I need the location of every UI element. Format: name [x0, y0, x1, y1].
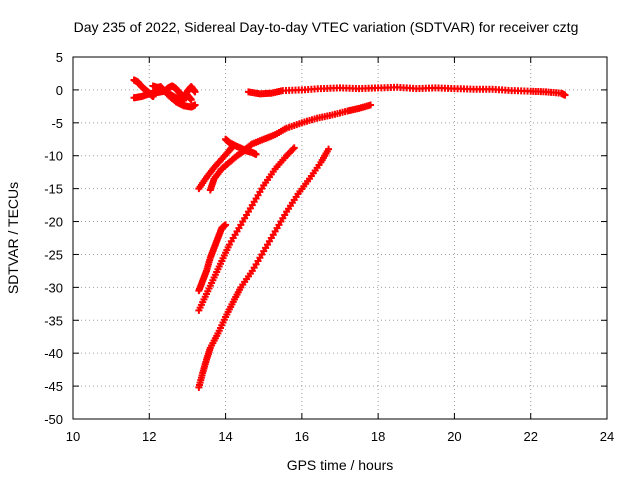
x-axis-title: GPS time / hours [287, 457, 394, 473]
data-point [289, 145, 297, 153]
data-series [149, 82, 199, 104]
data-point [367, 101, 375, 109]
x-tick-label: 10 [66, 429, 80, 444]
y-tick-label: 5 [56, 50, 63, 65]
data-series [195, 144, 298, 314]
data-points [130, 76, 569, 391]
data-series [206, 146, 260, 194]
y-tick-label: -45 [44, 379, 63, 394]
x-tick-label: 12 [142, 429, 156, 444]
data-point [191, 101, 199, 109]
x-tick-label: 18 [371, 429, 385, 444]
data-series [222, 101, 375, 154]
y-tick-label: -5 [51, 116, 63, 131]
data-point [252, 150, 260, 158]
chart-title: Day 235 of 2022, Sidereal Day-to-day VTE… [74, 19, 579, 35]
data-series [195, 221, 230, 295]
y-tick-label: -20 [44, 215, 63, 230]
data-point [325, 145, 333, 153]
data-series [244, 83, 569, 99]
data-series [195, 145, 333, 391]
data-point [187, 96, 195, 104]
y-tick-label: -30 [44, 280, 63, 295]
data-series [195, 142, 237, 193]
x-tick-label: 14 [218, 429, 232, 444]
y-tick-label: 0 [56, 83, 63, 98]
data-point [290, 144, 298, 152]
y-tick-label: -25 [44, 247, 63, 262]
x-tick-label: 16 [295, 429, 309, 444]
y-tick-label: -35 [44, 313, 63, 328]
data-point [561, 91, 569, 99]
y-tick-labels: 5 0 -5 -10 -15 -20 -25 -30 -35 -40 -45 -50 [44, 50, 63, 427]
x-tick-label: 22 [523, 429, 537, 444]
x-tick-label: 24 [600, 429, 614, 444]
y-tick-label: -50 [44, 412, 63, 427]
y-axis-title: SDTVAR / TECUs [5, 182, 21, 294]
x-tick-label: 20 [447, 429, 461, 444]
data-point [222, 221, 230, 229]
y-tick-label: -40 [44, 346, 63, 361]
y-tick-label: -15 [44, 182, 63, 197]
data-point [191, 88, 199, 96]
axis-ticks [72, 56, 608, 420]
x-tick-labels: 10 12 14 16 18 20 22 24 [66, 429, 614, 444]
y-tick-label: -10 [44, 149, 63, 164]
plot-frame [72, 56, 608, 420]
